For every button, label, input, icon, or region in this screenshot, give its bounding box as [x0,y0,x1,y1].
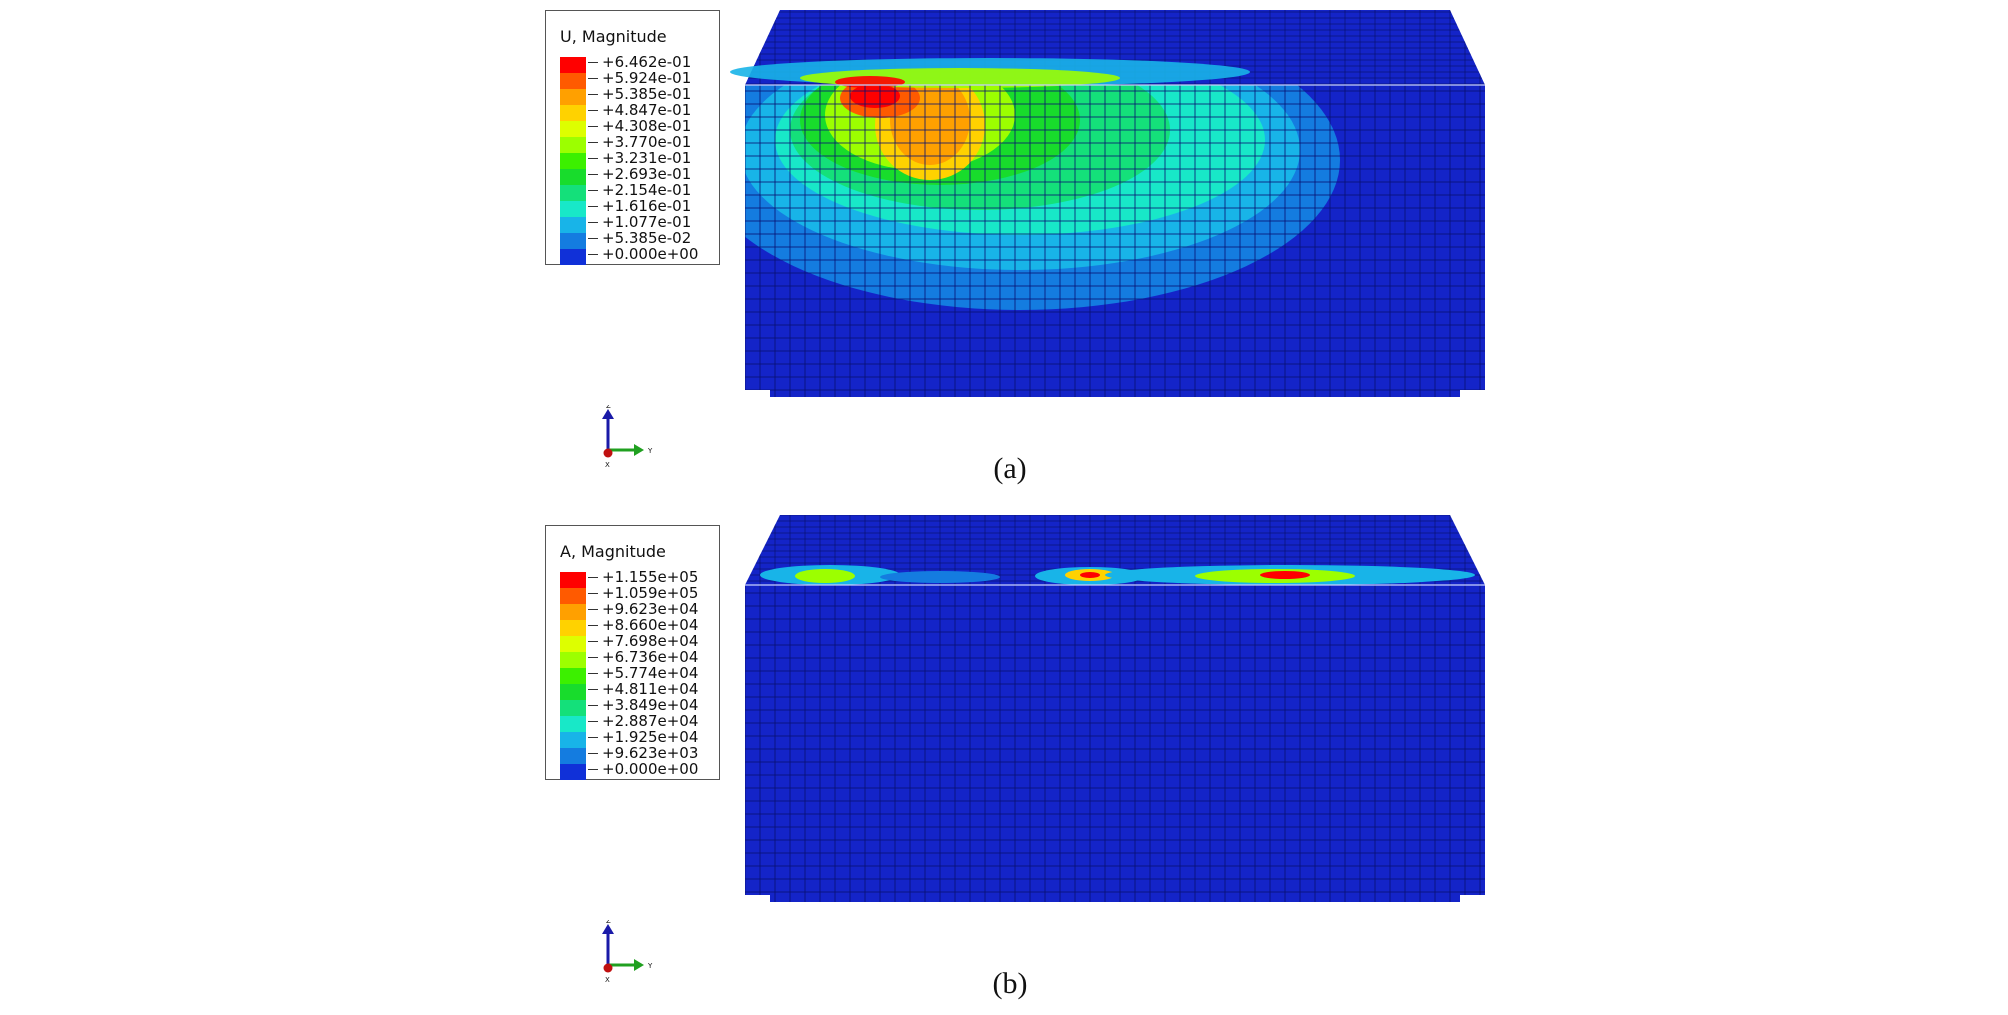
legend-value: +5.774e+04 [588,665,718,681]
legend-color-bar [560,572,586,780]
axis-triad: Z Y X [602,920,653,984]
legend-value: +9.623e+04 [588,601,718,617]
legend-swatch [560,249,586,265]
legend-title: A, Magnitude [560,542,666,561]
panel-b: A, Magnitude +1.155e+05 +1.059e+05 +9.623e… [0,515,2008,1015]
legend-value: +3.231e-01 [588,150,718,166]
legend-swatch [560,636,586,652]
legend-value: +1.077e-01 [588,214,718,230]
fe-model-a-magnitude [745,515,1485,902]
legend-swatch [560,121,586,137]
legend-value: +4.847e-01 [588,102,718,118]
y-axis-label: Y [647,447,653,455]
fe-model-displacement [730,10,1485,397]
z-axis-label: Z [606,405,611,410]
legend-value: +5.385e-02 [588,230,718,246]
panel-a: U, Magnitude +6.462e-01 +5.924e-01 +5.385e… [0,0,2008,500]
legend-swatch [560,732,586,748]
legend-swatch [560,89,586,105]
legend-b: A, Magnitude +1.155e+05 +1.059e+05 +9.623e… [545,525,720,780]
legend-value: +3.849e+04 [588,697,718,713]
legend-swatch [560,716,586,732]
legend-value: +2.887e+04 [588,713,718,729]
legend-a: U, Magnitude +6.462e-01 +5.924e-01 +5.385e… [545,10,720,265]
legend-value: +0.000e+00 [588,246,718,262]
legend-swatch [560,185,586,201]
legend-swatch [560,748,586,764]
legend-value: +6.736e+04 [588,649,718,665]
legend-value: +8.660e+04 [588,617,718,633]
a-magnitude-contour [760,565,1475,585]
legend-value: +1.925e+04 [588,729,718,745]
legend-swatch [560,588,586,604]
legend-value: +0.000e+00 [588,761,718,777]
legend-value: +4.811e+04 [588,681,718,697]
y-axis-label: Y [647,962,653,970]
x-axis-label: X [605,976,610,984]
legend-value: +5.385e-01 [588,86,718,102]
legend-title: U, Magnitude [560,27,667,46]
legend-swatch [560,700,586,716]
caption-b: (b) [992,967,1028,1000]
legend-swatch [560,105,586,121]
legend-value: +1.616e-01 [588,198,718,214]
legend-swatch [560,764,586,780]
axis-triad: Z Y X [602,405,653,469]
legend-swatch [560,620,586,636]
legend-swatch [560,73,586,89]
legend-swatch [560,572,586,588]
legend-color-bar [560,57,586,265]
z-axis-label: Z [606,920,611,925]
caption-a: (a) [993,452,1027,485]
legend-value: +1.155e+05 [588,569,718,585]
legend-labels: +6.462e-01 +5.924e-01 +5.385e-01 +4.847e-01… [588,54,718,262]
legend-value: +5.924e-01 [588,70,718,86]
legend-swatch [560,137,586,153]
legend-swatch [560,233,586,249]
legend-swatch [560,684,586,700]
legend-labels: +1.155e+05 +1.059e+05 +9.623e+04 +8.660e+04… [588,569,718,777]
legend-value: +9.623e+03 [588,745,718,761]
legend-swatch [560,153,586,169]
legend-value: +3.770e-01 [588,134,718,150]
legend-value: +2.154e-01 [588,182,718,198]
legend-swatch [560,57,586,73]
legend-swatch [560,217,586,233]
legend-swatch [560,668,586,684]
legend-value: +7.698e+04 [588,633,718,649]
legend-swatch [560,201,586,217]
legend-value: +4.308e-01 [588,118,718,134]
legend-swatch [560,604,586,620]
legend-value: +1.059e+05 [588,585,718,601]
legend-value: +2.693e-01 [588,166,718,182]
legend-swatch [560,652,586,668]
x-axis-label: X [605,461,610,469]
legend-value: +6.462e-01 [588,54,718,70]
legend-swatch [560,169,586,185]
